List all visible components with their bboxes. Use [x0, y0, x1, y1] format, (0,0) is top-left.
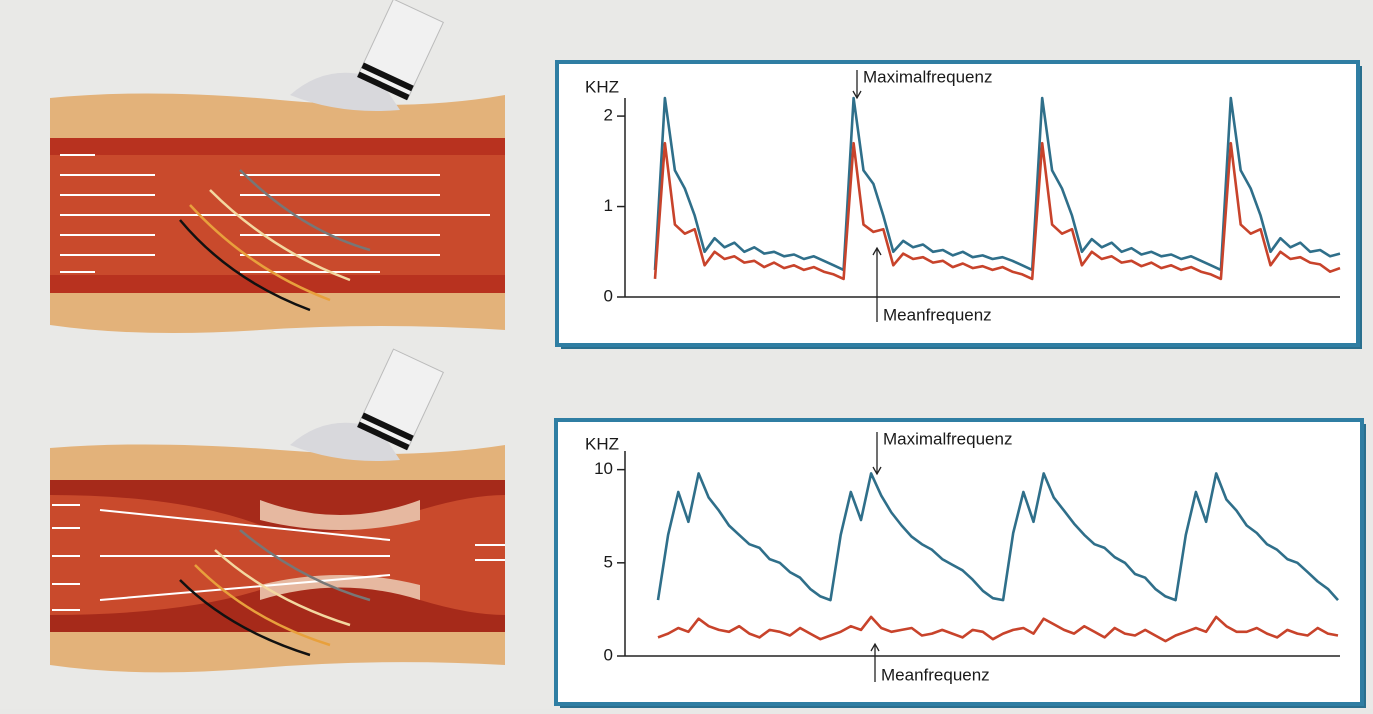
vessel-normal — [50, 0, 505, 334]
series-line — [653, 96, 1341, 272]
y-axis-label: KHZ — [585, 434, 619, 453]
arrow-head — [852, 90, 862, 100]
series-line — [656, 472, 1339, 602]
arrow-head — [872, 246, 882, 256]
chart-frame — [554, 418, 1364, 706]
series-line — [657, 615, 1339, 643]
arrow-head — [870, 642, 880, 652]
arrow-head — [872, 466, 882, 476]
y-axis-label: KHZ — [585, 77, 619, 96]
annotation: Maximalfrequenz — [883, 429, 1012, 448]
y-tick-label: 1 — [604, 196, 613, 215]
y-tick-label: 10 — [594, 459, 613, 478]
y-tick-label: 5 — [604, 552, 613, 571]
y-tick-label: 0 — [604, 645, 613, 664]
annotation: Maximalfrequenz — [863, 67, 992, 86]
y-tick-label: 0 — [604, 286, 613, 305]
annotation: Meanfrequenz — [883, 305, 992, 324]
series-line — [653, 141, 1341, 281]
y-tick-label: 2 — [604, 106, 613, 125]
annotation: Meanfrequenz — [881, 665, 990, 684]
vessel-stenosis — [50, 348, 505, 673]
